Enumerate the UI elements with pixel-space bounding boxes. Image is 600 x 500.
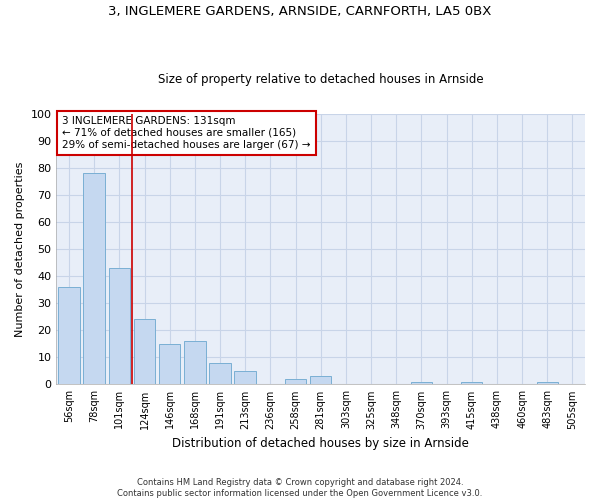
Text: 3, INGLEMERE GARDENS, ARNSIDE, CARNFORTH, LA5 0BX: 3, INGLEMERE GARDENS, ARNSIDE, CARNFORTH… — [109, 5, 491, 18]
Text: 3 INGLEMERE GARDENS: 131sqm
← 71% of detached houses are smaller (165)
29% of se: 3 INGLEMERE GARDENS: 131sqm ← 71% of det… — [62, 116, 310, 150]
Bar — [461, 382, 482, 384]
Title: Size of property relative to detached houses in Arnside: Size of property relative to detached ho… — [158, 73, 484, 86]
Bar — [310, 376, 331, 384]
Bar — [536, 382, 558, 384]
Bar — [83, 173, 105, 384]
Bar — [184, 341, 206, 384]
Bar — [209, 363, 231, 384]
Bar — [410, 382, 432, 384]
Bar — [159, 344, 181, 385]
X-axis label: Distribution of detached houses by size in Arnside: Distribution of detached houses by size … — [172, 437, 469, 450]
Bar — [134, 320, 155, 384]
Bar — [235, 371, 256, 384]
Bar — [109, 268, 130, 384]
Bar — [58, 287, 80, 384]
Text: Contains HM Land Registry data © Crown copyright and database right 2024.
Contai: Contains HM Land Registry data © Crown c… — [118, 478, 482, 498]
Bar — [285, 379, 306, 384]
Y-axis label: Number of detached properties: Number of detached properties — [15, 162, 25, 336]
